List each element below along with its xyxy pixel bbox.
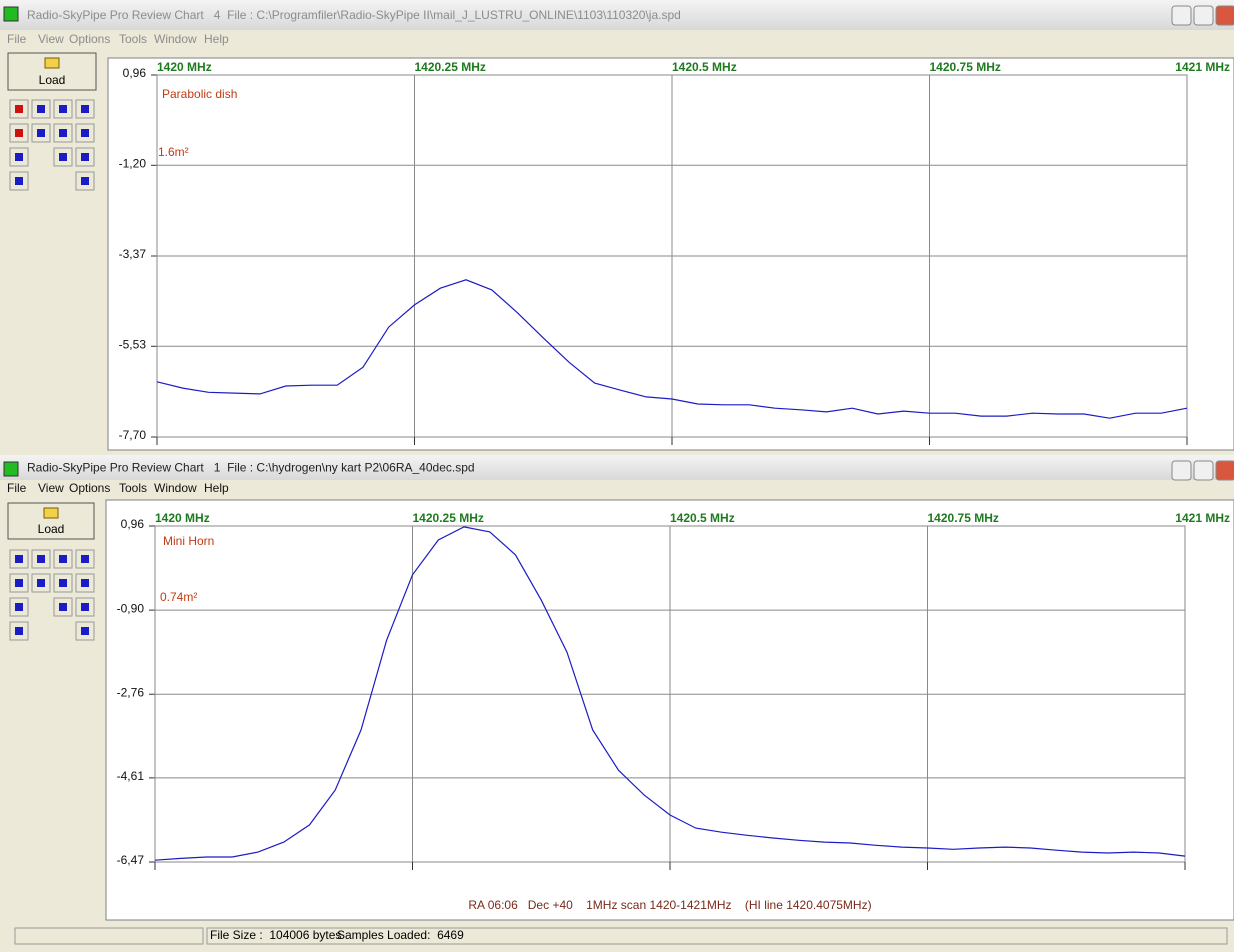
status-panel (206, 927, 1228, 945)
toolbar-icon (59, 105, 67, 113)
toolbar-icon (37, 105, 45, 113)
y-tick-label: -2,76 (117, 685, 145, 699)
toolbar-icon (15, 579, 23, 587)
toolbar-icon (59, 153, 67, 161)
toolbar-icon (15, 555, 23, 563)
toolbar-icon (15, 627, 23, 635)
toolbar-icon (81, 555, 89, 563)
toolbar-icon (15, 153, 23, 161)
close-button[interactable] (1215, 5, 1234, 26)
menu-item[interactable]: Options (69, 32, 110, 46)
x-tick-label: 1420 MHz (155, 511, 210, 525)
chart-panel (107, 57, 1234, 451)
window-title: Radio-SkyPipe Pro Review Chart 1 File : … (27, 461, 475, 475)
toolbar-icon (37, 579, 45, 587)
annotation: Mini Horn (163, 534, 214, 548)
toolbar-icon (81, 129, 89, 137)
menu-item[interactable]: Tools (119, 32, 147, 46)
status-panel (14, 927, 204, 945)
toolbar-icon (15, 129, 23, 137)
toolbar-icon (81, 177, 89, 185)
chart: 0,96 -1,20 -3,37 -5,53 -7,70 1420 MHz 1420.25 … (119, 60, 1230, 445)
toolbar-icon (59, 579, 67, 587)
x-tick-label: 1420.75 MHz (928, 511, 999, 525)
toolbar-icon (15, 603, 23, 611)
samples-loaded: Samples Loaded: 6469 (337, 928, 464, 942)
y-tick-label: 0,96 (123, 66, 147, 80)
menu-item[interactable]: Help (204, 32, 229, 46)
chart: 0,96 -0,90 -2,76 -4,61 -6,47 1420 MHz 1420.25 … (117, 511, 1230, 912)
menu-item[interactable]: Options (69, 481, 110, 495)
menu-item[interactable]: View (38, 481, 64, 495)
window: Radio-SkyPipe Pro Review Chart 4 File : … (0, 0, 1234, 452)
menu-item[interactable]: View (38, 32, 64, 46)
x-tick-label: 1421 MHz (1175, 60, 1230, 74)
y-tick-label: -0,90 (117, 601, 145, 615)
spectrum-line (156, 279, 1188, 419)
x-tick-label: 1420.25 MHz (415, 60, 486, 74)
app-icon (3, 6, 19, 22)
annotation: 0.74m² (160, 590, 197, 604)
toolbar-icon (59, 603, 67, 611)
y-tick-label: -7,70 (119, 428, 147, 442)
menu-item[interactable]: File (7, 481, 27, 495)
y-tick-label: -4,61 (117, 769, 145, 783)
load-icon (44, 57, 60, 69)
menu-item[interactable]: File (7, 32, 27, 46)
toolbar-icon (15, 177, 23, 185)
close-button[interactable] (1215, 460, 1234, 481)
chart-footer: RA 06:06 Dec +40 1MHz scan 1420-1421MHz … (468, 898, 871, 912)
window-title: Radio-SkyPipe Pro Review Chart 4 File : … (27, 8, 681, 22)
y-tick-label: -1,20 (119, 156, 147, 170)
toolbar-icon (37, 555, 45, 563)
y-tick-label: 0,96 (121, 517, 145, 531)
status-bar (0, 925, 1234, 952)
toolbar-icon (81, 153, 89, 161)
menu-item[interactable]: Window (154, 32, 197, 46)
spectrum-line (154, 526, 1186, 861)
toolbar-icon (59, 555, 67, 563)
load-label[interactable]: Load (39, 73, 66, 87)
load-button[interactable] (7, 502, 95, 540)
menu-item[interactable]: Window (154, 481, 197, 495)
toolbar-icon (81, 603, 89, 611)
app-icon (3, 461, 19, 477)
toolbar-icon (37, 129, 45, 137)
y-tick-label: -3,37 (119, 247, 147, 261)
x-tick-label: 1420.75 MHz (930, 60, 1001, 74)
x-tick-label: 1420 MHz (157, 60, 212, 74)
minimize-button[interactable] (1171, 5, 1192, 26)
toolbar-icon (81, 579, 89, 587)
toolbar-icon (59, 129, 67, 137)
toolbar-icon (81, 105, 89, 113)
maximize-button[interactable] (1193, 5, 1214, 26)
title-bar (0, 455, 1234, 480)
toolbar-icon (15, 105, 23, 113)
file-size: File Size : 104006 bytes (210, 928, 341, 942)
x-tick-label: 1420.25 MHz (413, 511, 484, 525)
load-icon (43, 507, 59, 519)
toolbar-icon (81, 627, 89, 635)
annotation: Parabolic dish (162, 87, 237, 101)
x-tick-label: 1420.5 MHz (670, 511, 735, 525)
menu-item[interactable]: Help (204, 481, 229, 495)
load-label[interactable]: Load (38, 522, 65, 536)
minimize-button[interactable] (1171, 460, 1192, 481)
y-tick-label: -5,53 (119, 337, 147, 351)
window: Radio-SkyPipe Pro Review Chart 1 File : … (0, 452, 1234, 925)
title-bar (0, 0, 1234, 30)
y-tick-label: -6,47 (117, 853, 145, 867)
menu-item[interactable]: Tools (119, 481, 147, 495)
x-tick-label: 1420.5 MHz (672, 60, 737, 74)
maximize-button[interactable] (1193, 460, 1214, 481)
x-tick-label: 1421 MHz (1175, 511, 1230, 525)
annotation: 1.6m² (158, 145, 189, 159)
